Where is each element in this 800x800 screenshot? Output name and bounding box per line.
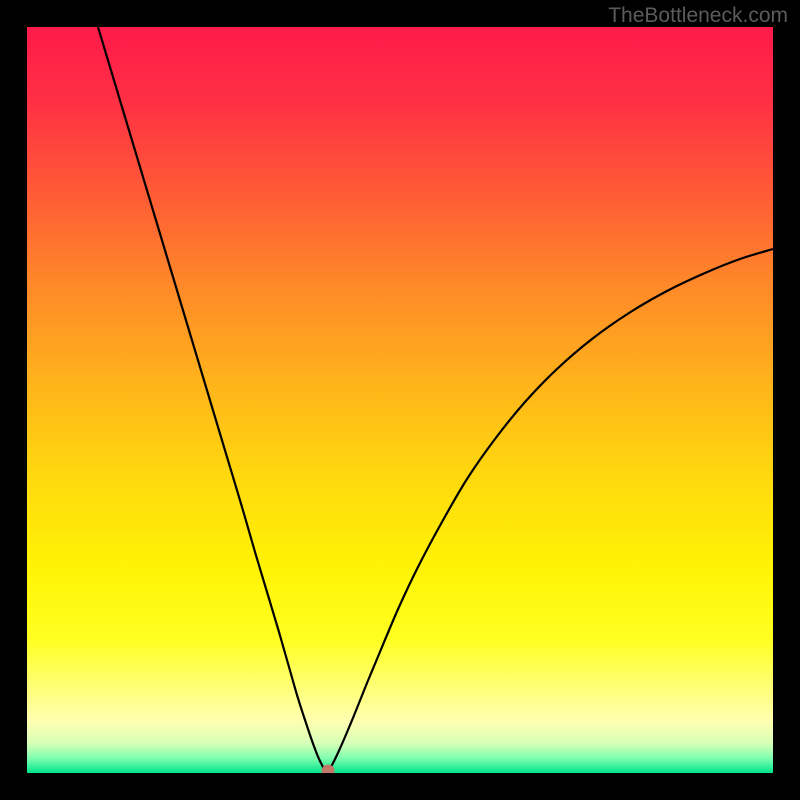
bottleneck-curve — [27, 27, 773, 773]
chart-area — [27, 27, 773, 773]
optimal-point-marker — [322, 765, 335, 774]
watermark-text: TheBottleneck.com — [608, 4, 788, 28]
